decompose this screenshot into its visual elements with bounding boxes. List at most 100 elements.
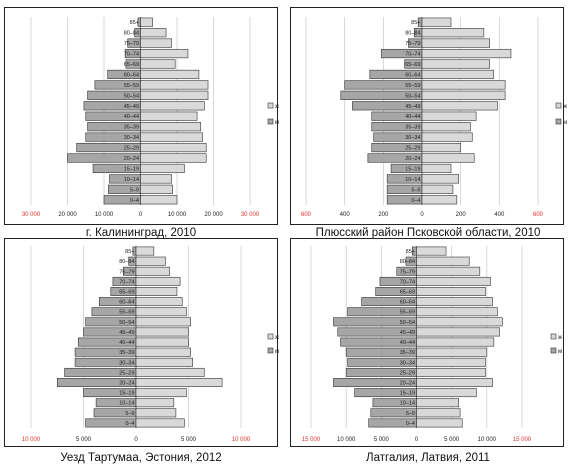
x-tick-label: 200	[378, 212, 389, 218]
age-group-label: 60–64	[119, 300, 134, 306]
bar-female	[140, 101, 205, 111]
age-group-label: 25–29	[124, 146, 139, 152]
bar-female	[416, 378, 493, 387]
age-group-label: 50–54	[124, 93, 139, 99]
age-group-label: 65–69	[119, 290, 134, 296]
age-group-label: 60–64	[405, 72, 420, 78]
age-group-label: 25–29	[405, 146, 420, 152]
age-group-label: 35–39	[405, 125, 420, 131]
x-tick-label: 0	[415, 437, 419, 443]
x-tick-label: 5 000	[444, 437, 460, 443]
x-tick-label: 15 000	[513, 437, 532, 443]
x-tick-label: 0	[134, 437, 138, 443]
age-group-label: 65–69	[124, 62, 139, 68]
bar-female	[135, 276, 181, 286]
age-group-label: 5–9	[130, 187, 139, 193]
age-group-label: 65–69	[405, 62, 420, 68]
panel-frame-kaliningrad	[4, 7, 278, 225]
age-group-label: 45–49	[400, 330, 415, 336]
bar-female	[140, 174, 172, 184]
age-group-label: 75–79	[119, 269, 134, 275]
x-tick-label: 30 000	[241, 212, 260, 218]
x-tick-label: 10 000	[168, 212, 187, 218]
age-group-label: 80–84	[400, 259, 415, 265]
x-tick-label: 10 000	[232, 437, 251, 443]
bar-female	[416, 408, 461, 418]
bar-female	[140, 80, 209, 90]
age-group-label: 30–34	[119, 360, 134, 366]
legend-swatch	[267, 333, 274, 340]
pyramid-plyussa: 600 400 200 0 200 400 600 0–4 5–9 10–14 15–19 20–24…	[301, 17, 567, 218]
age-group-label: 45–49	[119, 330, 134, 336]
legend-swatch	[555, 118, 562, 125]
bar-female	[416, 256, 470, 266]
age-group-label: 10–14	[405, 177, 420, 183]
bar-female	[140, 111, 198, 121]
bar-female	[135, 398, 175, 408]
bar-female	[135, 307, 187, 317]
x-tick-label: 600	[533, 212, 544, 218]
age-group-label: 40–44	[119, 340, 134, 346]
bar-female	[421, 80, 506, 90]
bar-female	[135, 297, 183, 307]
bar-female	[416, 266, 481, 276]
age-group-label: 70–74	[119, 279, 134, 285]
age-group-label: 85+	[406, 249, 415, 255]
age-group-label: 0–4	[125, 421, 134, 427]
bar-female	[140, 38, 172, 48]
age-group-label: 40–44	[405, 114, 420, 120]
legend-swatch	[550, 333, 557, 340]
legend-label: ж	[275, 104, 279, 110]
bar-female	[135, 347, 191, 357]
legend-swatch	[267, 102, 274, 109]
age-group-label: 80–84	[119, 259, 134, 265]
caption-latgale: Латгалия, Латвия, 2011	[366, 452, 490, 464]
bar-female	[421, 184, 454, 194]
bar-female	[135, 357, 194, 367]
bar-female	[416, 297, 493, 307]
x-tick-label: 0	[420, 212, 424, 218]
legend-swatch	[550, 347, 557, 354]
bar-female	[140, 17, 153, 27]
age-group-label: 35–39	[119, 350, 134, 356]
age-group-label: 15–19	[124, 166, 139, 172]
age-group-label: 5–9	[125, 411, 134, 417]
pyramid-latgale: 15 000 10 000 5 000 0 5 000 10 000 15 000 0–4 5–…	[302, 246, 562, 443]
x-tick-label: 10 000	[95, 212, 114, 218]
bar-female	[135, 327, 189, 337]
bar-female	[416, 327, 500, 337]
age-group-label: 10–14	[124, 177, 139, 183]
age-group-label: 15–19	[119, 391, 134, 397]
age-group-label: 85+	[125, 249, 134, 255]
legend-label: м	[275, 349, 279, 355]
age-group-label: 75–79	[405, 41, 420, 47]
age-group-label: 50–54	[119, 320, 134, 326]
bar-female	[421, 142, 461, 153]
bar-female	[416, 307, 498, 317]
x-tick-label: 5 000	[76, 437, 92, 443]
age-group-label: 20–24	[119, 381, 134, 387]
bar-female	[421, 132, 473, 142]
bar-female	[135, 317, 191, 327]
bar-female	[135, 266, 170, 276]
bar-female	[416, 317, 503, 327]
age-group-label: 40–44	[400, 340, 415, 346]
age-group-label: 30–34	[124, 135, 139, 141]
age-group-label: 55–59	[405, 83, 420, 89]
bar-female	[416, 388, 477, 398]
bar-female	[421, 195, 458, 205]
age-group-label: 10–14	[119, 401, 134, 407]
bar-female	[135, 256, 166, 266]
bar-female	[421, 17, 452, 27]
bar-female	[421, 163, 452, 174]
x-tick-label: 400	[494, 212, 505, 218]
x-tick-label: 10 000	[478, 437, 497, 443]
age-group-label: 30–34	[400, 360, 415, 366]
age-group-label: 80–84	[405, 31, 420, 37]
age-group-label: 80–84	[124, 31, 139, 37]
bar-female	[135, 378, 223, 387]
x-tick-label: 20 000	[204, 212, 223, 218]
caption-kaliningrad: г. Калининград, 2010	[86, 227, 196, 239]
age-group-label: 55–59	[400, 310, 415, 316]
x-tick-label: 600	[301, 212, 312, 218]
